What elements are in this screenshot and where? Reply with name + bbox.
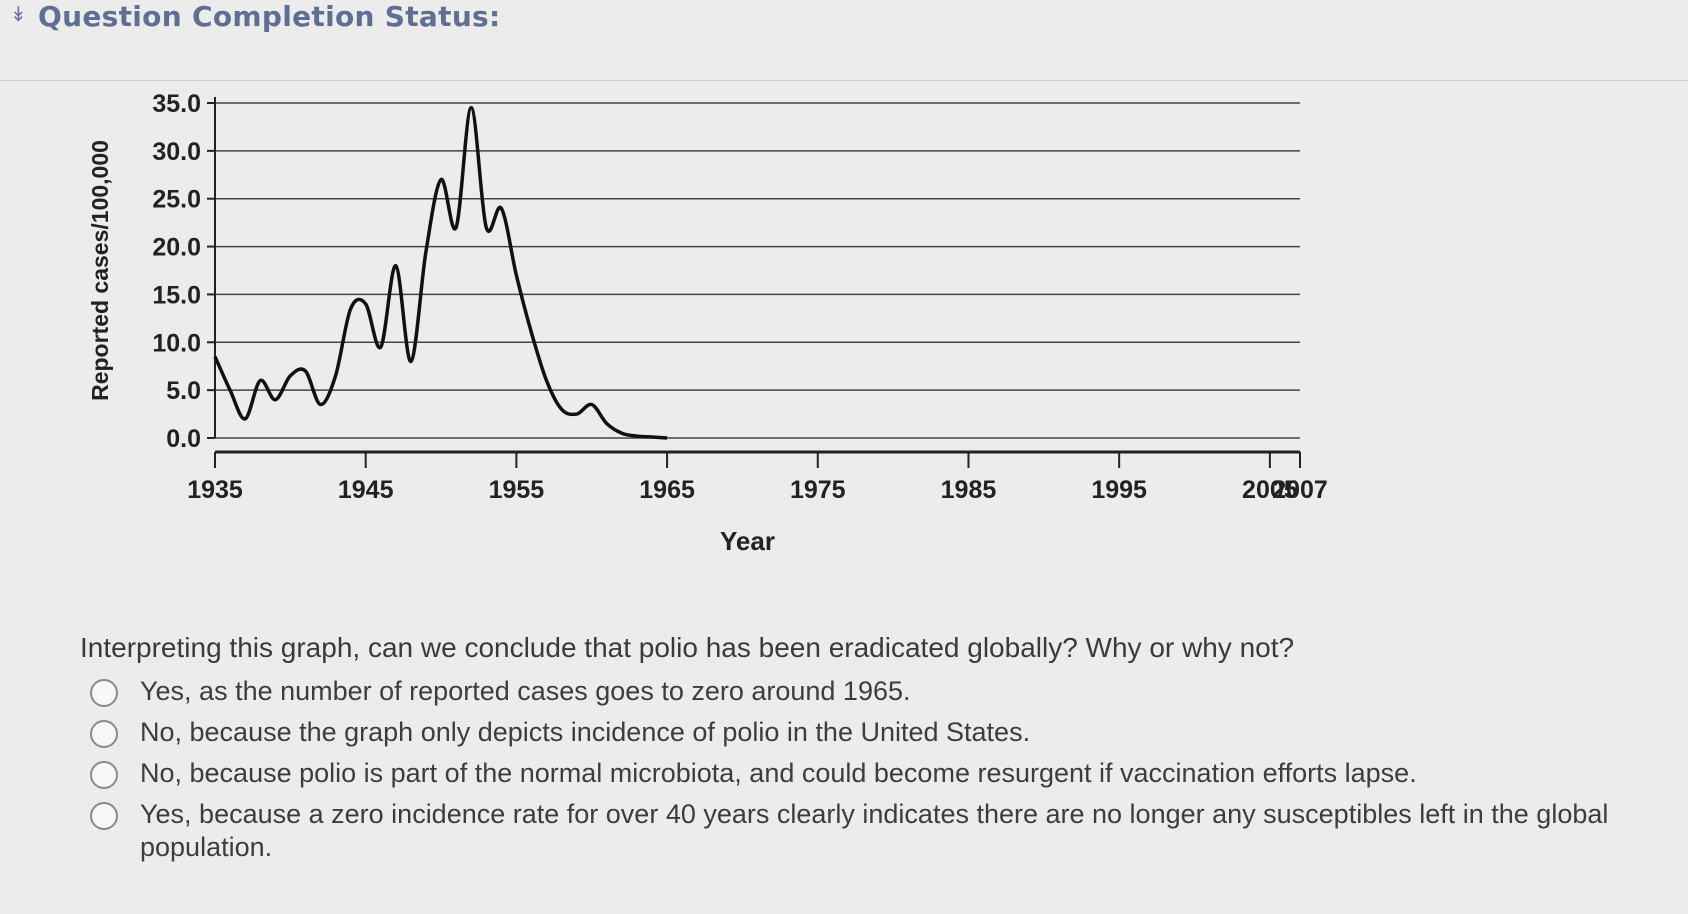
x-tick-label: 1965 bbox=[639, 476, 695, 504]
question-status-header: ↡ Question Completion Status: bbox=[0, 0, 1688, 81]
answer-option-2[interactable]: No, because the graph only depicts incid… bbox=[90, 716, 1650, 749]
answer-option-4[interactable]: Yes, because a zero incidence rate for o… bbox=[90, 798, 1650, 864]
polio-incidence-line bbox=[213, 106, 668, 440]
x-tick-label: 2007 bbox=[1272, 476, 1328, 504]
answer-option-1[interactable]: Yes, as the number of reported cases goe… bbox=[90, 675, 1650, 708]
answer-option-label: Yes, as the number of reported cases goe… bbox=[140, 676, 911, 706]
double-chevron-down-icon[interactable]: ↡ bbox=[10, 2, 27, 26]
x-tick-label: 1955 bbox=[489, 476, 545, 504]
x-tick-label: 1945 bbox=[338, 476, 394, 504]
polio-chart: 0.0 5.0 10.0 15.0 20.0 25.0 30.0 35.0 1935 1945 19… bbox=[0, 70, 1340, 570]
y-tick-label: 5.0 bbox=[166, 377, 201, 405]
y-tick-label: 25.0 bbox=[152, 186, 201, 214]
x-axis-label: Year bbox=[720, 526, 775, 556]
y-axis-label: Reported cases/100,000 bbox=[87, 140, 113, 401]
answer-option-3[interactable]: No, because polio is part of the normal … bbox=[90, 757, 1650, 790]
y-tick-label: 30.0 bbox=[152, 138, 201, 166]
x-tick-label: 1995 bbox=[1091, 476, 1147, 504]
x-tick-label: 1975 bbox=[790, 476, 846, 504]
answer-option-label: Yes, because a zero incidence rate for o… bbox=[140, 799, 1609, 862]
y-tick-label: 15.0 bbox=[152, 281, 201, 309]
answer-option-label: No, because polio is part of the normal … bbox=[140, 758, 1417, 788]
y-tick-label: 0.0 bbox=[166, 425, 201, 453]
y-tick-label: 35.0 bbox=[152, 90, 201, 118]
radio-button[interactable] bbox=[90, 802, 118, 830]
answer-option-label: No, because the graph only depicts incid… bbox=[140, 717, 1031, 747]
answer-options: Yes, as the number of reported cases goe… bbox=[90, 675, 1650, 872]
question-status-title: Question Completion Status: bbox=[38, 0, 501, 33]
y-tick-label: 20.0 bbox=[152, 234, 201, 262]
x-tick-label: 1935 bbox=[187, 476, 243, 504]
chart-svg: 0.0 5.0 10.0 15.0 20.0 25.0 30.0 35.0 1935 1945 19… bbox=[87, 90, 1328, 556]
radio-button[interactable] bbox=[90, 679, 118, 707]
radio-button[interactable] bbox=[90, 761, 118, 789]
x-tick-label: 1985 bbox=[941, 476, 997, 504]
radio-button[interactable] bbox=[90, 720, 118, 748]
question-text: Interpreting this graph, can we conclude… bbox=[80, 632, 1295, 663]
y-tick-label: 10.0 bbox=[152, 329, 201, 357]
x-tick-label: 2005 bbox=[1242, 476, 1298, 504]
